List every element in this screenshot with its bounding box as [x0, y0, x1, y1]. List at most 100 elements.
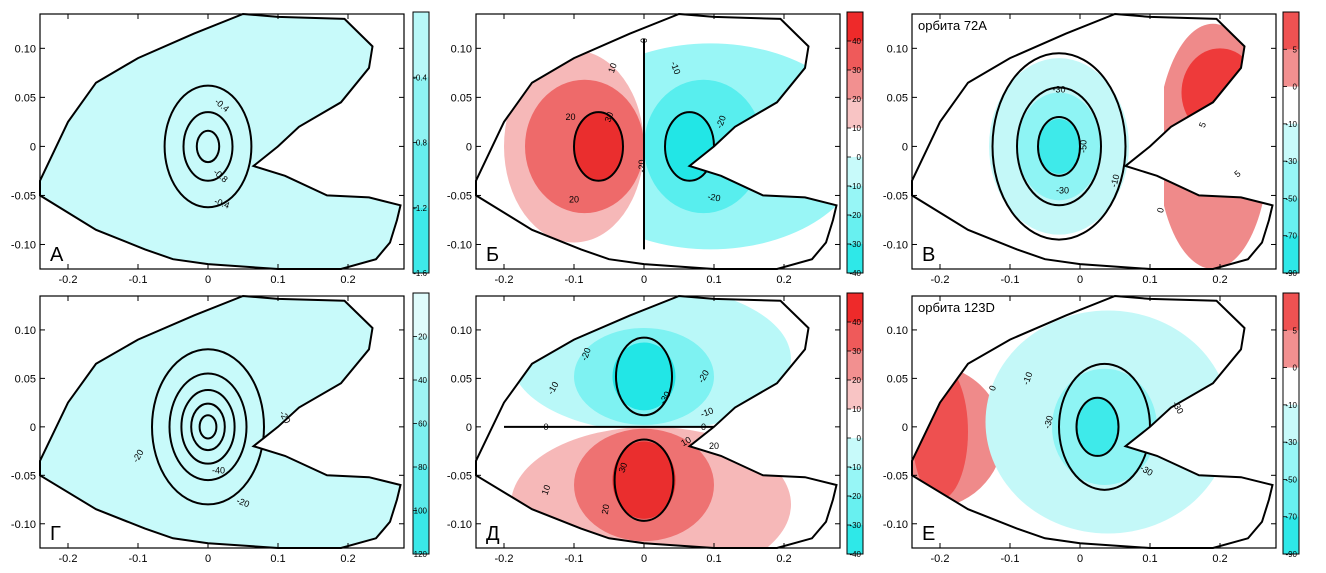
contour-line [1016, 86, 1102, 207]
y-tick-label: -0.10 [447, 519, 472, 531]
colorbar-tick-label: 5 [1293, 326, 1298, 335]
x-tick-label: 0.2 [776, 553, 791, 565]
colorbar-tick-label: -30 [849, 521, 861, 530]
y-tick-label: 0.05 [887, 373, 908, 385]
contour-label: 20 [709, 441, 719, 451]
colorbar-tick-label: -10 [849, 182, 861, 191]
contour-label: 0 [1155, 206, 1166, 213]
x-tick-label: -0.2 [931, 553, 950, 565]
colorbar-tick-label: -50 [1285, 194, 1297, 203]
contour-label: -20 [714, 114, 728, 130]
colorbar-tick-label: 0 [857, 434, 862, 443]
colorbar-tick-label: 20 [852, 95, 861, 104]
colorbar-tick-label: 40 [418, 376, 427, 385]
colorbar-tick-label: -40 [849, 269, 861, 278]
contour-region [1076, 397, 1119, 456]
colorbar: -0.4 0.8 -1.2 -1.6 [412, 11, 430, 278]
colorbar-segment [1283, 367, 1299, 406]
colorbar: 20 40 60 80 100 120 [412, 292, 430, 559]
y-tick-label: 0.10 [451, 43, 472, 55]
colorbar-tick-label: -70 [1285, 232, 1297, 241]
x-tick-label: 0.1 [270, 274, 285, 286]
contour-label: 20 [565, 112, 575, 122]
colorbar-segment [413, 336, 429, 381]
colorbar-tick-label: 10 [852, 405, 861, 414]
colorbar-tick-label: 60 [418, 420, 427, 429]
x-tick-label: 0 [641, 274, 647, 286]
colorbar-tick-label: 0 [857, 153, 862, 162]
contour-label: -10 [669, 60, 683, 76]
x-tick-label: -0.1 [565, 274, 584, 286]
colorbar-segment [847, 12, 863, 42]
x-tick-label: -0.1 [1001, 274, 1020, 286]
contour-label: -30 [1042, 414, 1055, 429]
contour-line [195, 129, 221, 164]
panel-letter: В [922, 244, 935, 266]
x-tick-label: 0.2 [776, 274, 791, 286]
contour-region [612, 441, 676, 519]
y-tick-label: 0.10 [15, 43, 36, 55]
colorbar-tick-label: -30 [1285, 157, 1297, 166]
colorbar-segment [1283, 161, 1299, 199]
panel-6: 0-10-30-30-30-0.2 -0.1 0 0.1 0.20.100.050-0.… [883, 292, 1300, 565]
colorbar-tick-label: -40 [849, 550, 861, 559]
colorbar-tick-label: 120 [414, 550, 428, 559]
colorbar-segment [1283, 86, 1299, 125]
colorbar-tick-label: -90 [1285, 550, 1297, 559]
panel-letter: Б [486, 244, 499, 266]
colorbar-segment [847, 157, 863, 187]
colorbar-segment [1283, 198, 1299, 237]
y-tick-label: -0.05 [11, 470, 36, 482]
contour-label: -40 [212, 465, 225, 475]
colorbar-segment [847, 380, 863, 410]
contour-label: 20 [600, 503, 612, 515]
x-tick-label: -0.1 [565, 553, 584, 565]
colorbar-tick-label: 100 [414, 507, 428, 516]
colorbar-segment [847, 409, 863, 439]
colorbar-tick-label: 0 [1293, 364, 1298, 373]
colorbar-tick-label: -20 [849, 211, 861, 220]
colorbar-segment [413, 142, 429, 209]
colorbar-tick-label: -1.2 [413, 204, 427, 213]
contour-label: 10 [606, 62, 619, 75]
colorbar-tick-label: 10 [852, 124, 861, 133]
contour-line [198, 414, 218, 440]
contour-line [1037, 115, 1081, 177]
contour-region [574, 112, 623, 181]
colorbar-segment [413, 467, 429, 511]
contour-label: 5 [1232, 168, 1242, 179]
y-tick-label: 0.05 [15, 373, 36, 385]
y-tick-label: -0.10 [883, 239, 908, 251]
colorbar-segment [413, 77, 429, 143]
colorbar-segment [847, 244, 863, 274]
colorbar-segment [847, 525, 863, 555]
colorbar-tick-label: 30 [852, 66, 861, 75]
y-tick-label: -0.10 [11, 239, 36, 251]
contour-label: 10 [679, 435, 693, 449]
y-tick-label: 0 [30, 422, 36, 434]
x-tick-label: 0.2 [340, 274, 355, 286]
colorbar-segment [413, 380, 429, 424]
domain-outline [475, 294, 838, 549]
domain-outline [475, 12, 838, 270]
x-tick-label: -0.2 [931, 274, 950, 286]
contour-label: -50 [1079, 140, 1089, 153]
colorbar-segment [413, 12, 429, 78]
contour-label: -0.4 [213, 196, 231, 211]
colorbar-tick-label: -90 [1285, 269, 1297, 278]
contour-label: -10 [1021, 371, 1035, 387]
contour-label: -20 [235, 496, 251, 510]
contour-line [190, 402, 226, 452]
contour-label: 0 [639, 38, 649, 43]
y-tick-label: -0.10 [883, 519, 908, 531]
colorbar-segment [1283, 516, 1299, 555]
y-tick-label: 0.10 [15, 325, 36, 337]
contour-label: 30 [603, 111, 616, 124]
x-tick-label: -0.2 [59, 553, 78, 565]
x-tick-label: 0 [205, 274, 211, 286]
colorbar-segment [847, 293, 863, 323]
domain-outline [911, 294, 1274, 549]
